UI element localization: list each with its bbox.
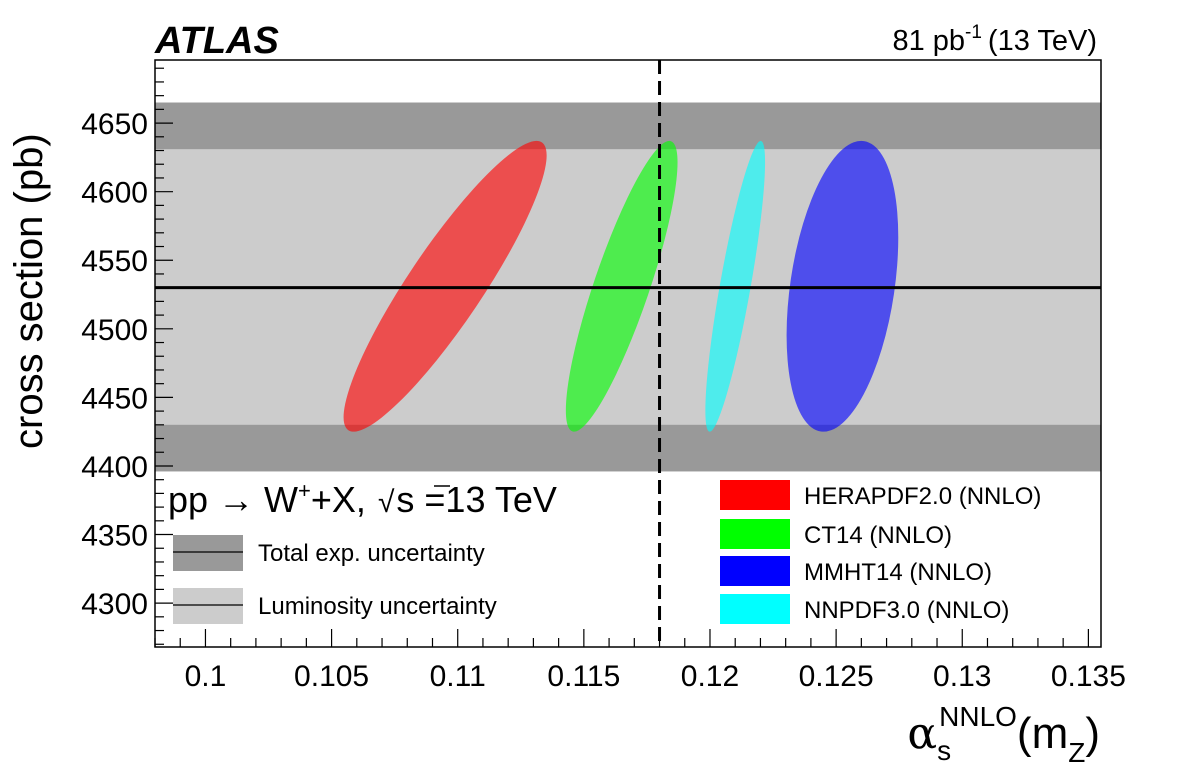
legend-swatch-2 — [720, 556, 790, 586]
legend-label: Total exp. uncertainty — [258, 540, 485, 567]
experiment-label: ATLAS — [154, 20, 279, 62]
luminosity-label: 81 pb-1 (13 TeV) — [892, 22, 1097, 57]
y-tick-label: 4450 — [81, 382, 148, 415]
y-tick-label: 4550 — [81, 245, 148, 278]
legend-swatch-3 — [720, 594, 790, 624]
x-axis: 0.1 0.105 0.11 0.115 0.12 0.125 0.13 0.135 — [154, 629, 1126, 693]
y-tick-label: 4650 — [81, 108, 148, 141]
y-tick-label: 4350 — [81, 520, 148, 553]
y-tick-label: 4400 — [81, 451, 148, 484]
y-tick-label: 4500 — [81, 314, 148, 347]
plot-frame — [154, 59, 1102, 648]
x-tick-label: 0.125 — [799, 660, 874, 693]
x-axis-label: αsNNLO(mZ) — [907, 701, 1100, 768]
y-axis-label: cross section (pb) — [7, 133, 51, 449]
x-tick-label: 0.12 — [681, 660, 739, 693]
process-label: pp → W++X, √s =13 TeV — [168, 478, 557, 520]
legend: Total exp. uncertainty Luminosity uncerta… — [173, 480, 1041, 624]
y-axis: 4300 4350 4400 4450 4500 4550 4600 4650 — [81, 67, 173, 645]
y-tick-label: 4600 — [81, 177, 148, 210]
x-tick-label: 0.1 — [185, 660, 227, 693]
reference-lines — [155, 60, 1101, 647]
x-tick-label: 0.13 — [933, 660, 991, 693]
legend-label: CT14 (NNLO) — [804, 522, 952, 549]
legend-swatch-luminosity — [173, 588, 243, 624]
legend-swatch-total-exp — [173, 535, 243, 571]
legend-swatch-0 — [720, 480, 790, 510]
legend-label: NNPDF3.0 (NNLO) — [804, 597, 1009, 624]
x-tick-label: 0.11 — [430, 660, 486, 693]
x-tick-label: 0.115 — [547, 660, 620, 693]
x-tick-label: 0.105 — [294, 660, 369, 693]
legend-label: Luminosity uncertainty — [258, 593, 497, 620]
y-tick-label: 4300 — [81, 588, 148, 621]
legend-label: MMHT14 (NNLO) — [804, 559, 992, 586]
x-tick-label: 0.135 — [1051, 660, 1126, 693]
legend-swatch-1 — [720, 519, 790, 549]
legend-label: HERAPDF2.0 (NNLO) — [804, 483, 1041, 510]
